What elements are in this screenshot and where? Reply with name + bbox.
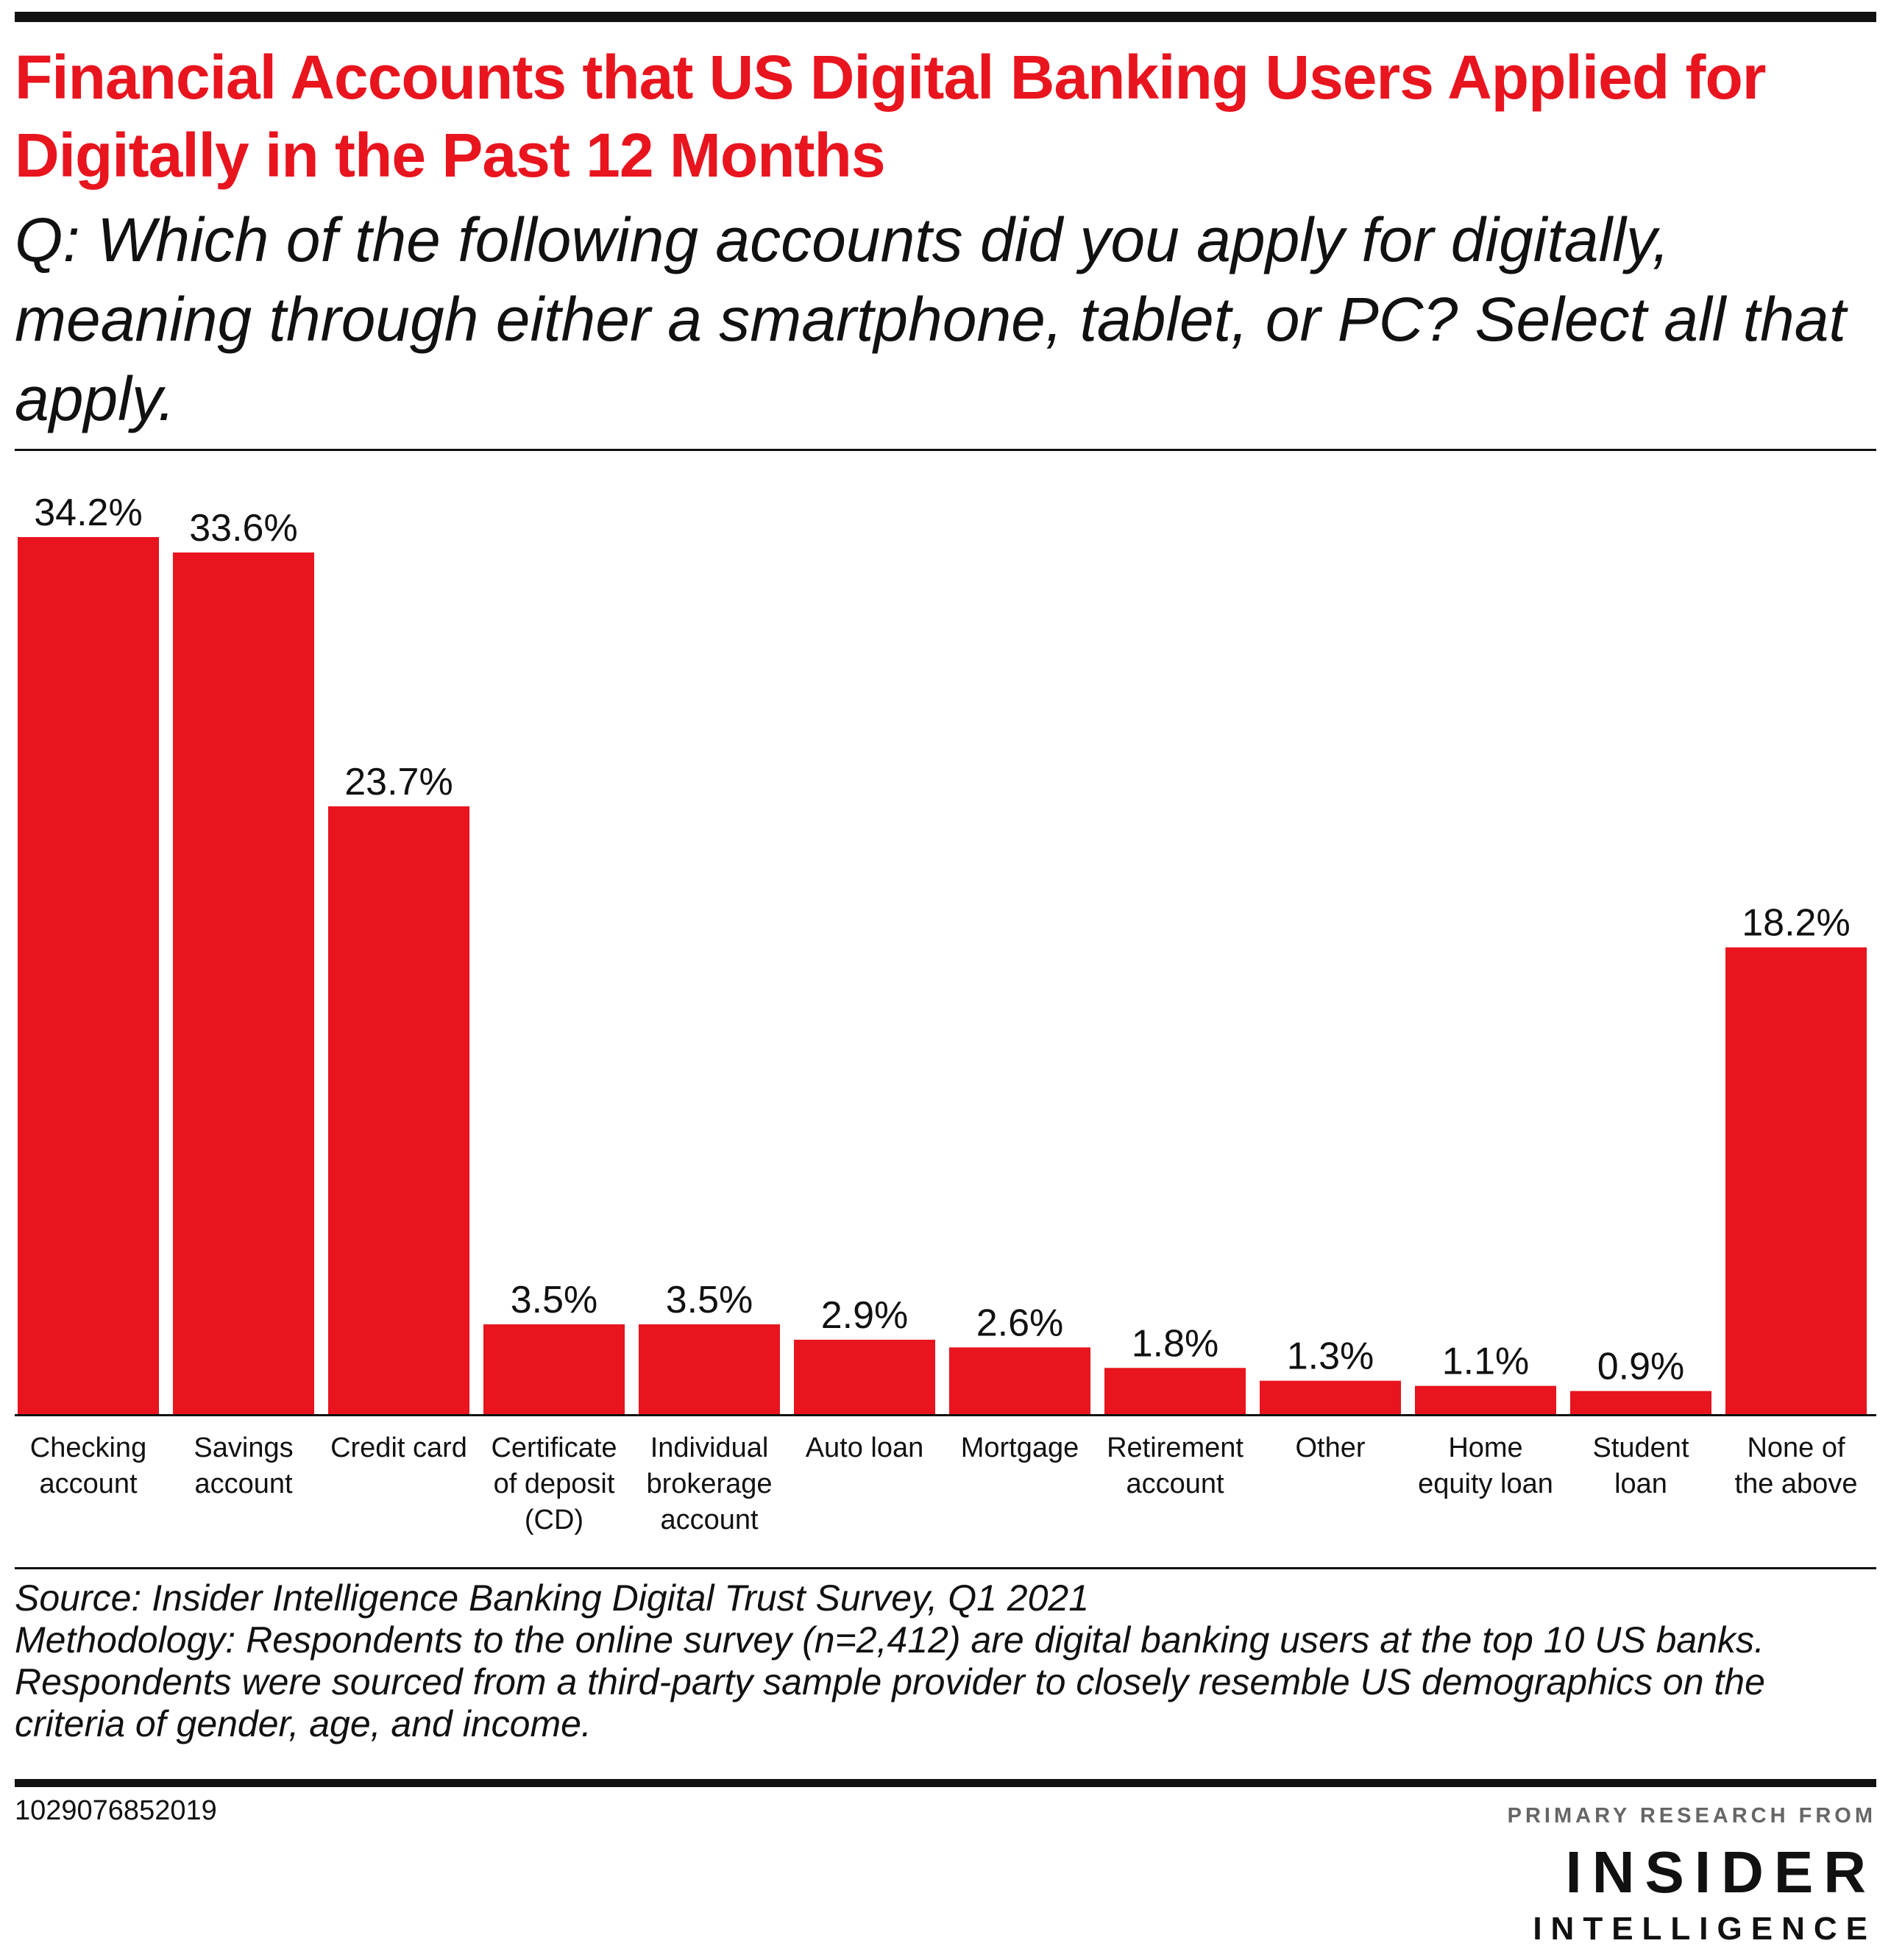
bar-value-label: 1.8% [1132, 1322, 1219, 1365]
x-tick-label-line: brokerage [646, 1469, 772, 1499]
x-tick-label-line: Individual [650, 1432, 769, 1463]
x-tick-label-line: Mortgage [961, 1432, 1079, 1463]
bar-value-label: 1.1% [1442, 1341, 1530, 1383]
bar-chart-svg: 34.2% Checking account 33.6% Savings account 2… [15, 491, 1876, 1535]
x-tick-label: Certificate of deposit (CD) [491, 1432, 617, 1535]
x-tick-label-line: Certificate [491, 1432, 617, 1463]
source-note: Source: Insider Intelligence Banking Dig… [15, 1577, 1090, 1619]
x-tick-label: Student loan [1593, 1432, 1689, 1499]
x-tick-label-line: account [660, 1505, 759, 1535]
bar [949, 1347, 1090, 1414]
x-tick-label-line: Student [1593, 1432, 1689, 1463]
x-tick-label-line: Retirement [1107, 1432, 1243, 1463]
bar-chart: 34.2% Checking account 33.6% Savings account 2… [15, 491, 1876, 1535]
bar-value-label: 1.3% [1287, 1335, 1374, 1378]
bar-value-label: 23.7% [344, 761, 453, 803]
bar-value-label: 34.2% [34, 491, 142, 534]
chart-notes: Source: Insider Intelligence Banking Dig… [15, 1577, 1876, 1745]
x-tick-label-line: account [39, 1469, 138, 1499]
x-tick-label: Credit card [330, 1432, 467, 1463]
x-tick-label-line: loan [1614, 1469, 1667, 1499]
x-tick-label-line: equity loan [1418, 1469, 1553, 1499]
x-tick-label: Checking account [30, 1432, 146, 1499]
bar-value-label: 3.5% [511, 1279, 598, 1321]
bar [794, 1339, 935, 1414]
bar-value-label: 33.6% [189, 507, 297, 550]
x-tick-label: Auto loan [806, 1432, 924, 1463]
bar [173, 552, 314, 1414]
x-tick-label-line: (CD) [525, 1505, 583, 1535]
bar-value-label: 18.2% [1742, 902, 1850, 945]
bottom-rule [15, 1779, 1876, 1787]
x-tick-label-line: None of [1747, 1432, 1845, 1463]
notes-divider [15, 1567, 1876, 1569]
bar [1260, 1380, 1401, 1414]
bar [1725, 947, 1867, 1414]
chart-subtitle: Q: Which of the following accounts did y… [15, 205, 1846, 433]
chart-title: Financial Accounts that US Digital Banki… [15, 43, 1766, 190]
title-divider [15, 449, 1876, 451]
x-tick-label: Mortgage [961, 1432, 1079, 1463]
bar-value-label: 2.9% [821, 1294, 909, 1337]
chart-id: 1029076852019 [15, 1795, 217, 1826]
x-tick-label-line: account [194, 1469, 293, 1499]
bar [1415, 1385, 1556, 1414]
bar [1104, 1368, 1246, 1414]
methodology-note: Methodology: Respondents to the online s… [15, 1619, 1765, 1744]
x-tick-label-line: Credit card [330, 1432, 467, 1463]
x-tick-label: Home equity loan [1418, 1432, 1553, 1499]
x-tick-label: Retirement account [1107, 1432, 1243, 1499]
x-tick-label: Individual brokerage account [646, 1432, 772, 1535]
brand-kicker: PRIMARY RESEARCH FROM [1507, 1804, 1876, 1828]
bar-value-label: 0.9% [1597, 1346, 1685, 1388]
x-tick-label: Other [1295, 1432, 1365, 1463]
x-tick-label: Savings account [194, 1432, 293, 1499]
x-tick-label-line: the above [1735, 1469, 1858, 1499]
x-tick-label-line: Home [1448, 1432, 1522, 1463]
brand-logo-sub: INTELLIGENCE [1533, 1911, 1876, 1947]
bar [1570, 1391, 1711, 1414]
bar-value-label: 3.5% [666, 1279, 753, 1321]
x-tick-label: None of the above [1735, 1432, 1858, 1499]
bar-value-label: 2.6% [976, 1302, 1064, 1344]
x-tick-label-line: Checking [30, 1432, 146, 1463]
x-tick-label-line: Auto loan [806, 1432, 924, 1463]
x-tick-label-line: of deposit [494, 1469, 615, 1499]
brand-logo-name: INSIDER [1565, 1839, 1876, 1905]
bar [328, 806, 469, 1414]
top-rule [15, 12, 1876, 22]
x-tick-label-line: Other [1295, 1432, 1365, 1463]
bar [483, 1324, 625, 1414]
bar [18, 537, 159, 1414]
bar [639, 1324, 780, 1414]
x-tick-label-line: account [1126, 1469, 1224, 1499]
x-tick-label-line: Savings [194, 1432, 293, 1463]
